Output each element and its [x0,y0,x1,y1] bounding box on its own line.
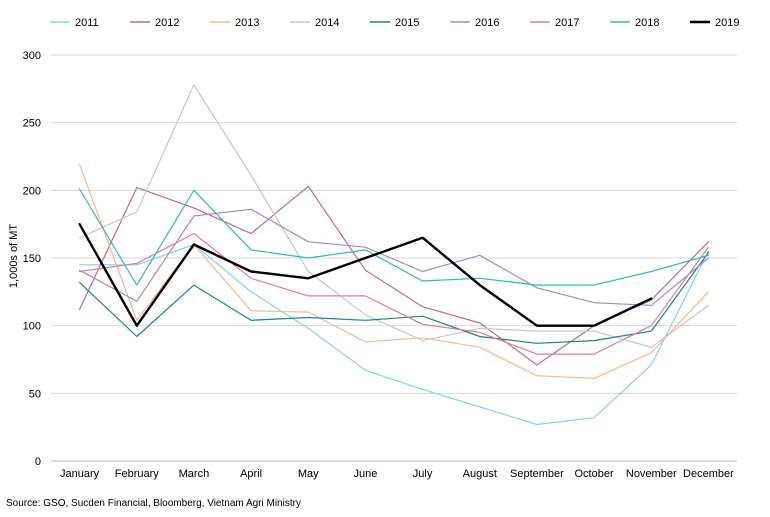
legend-item-2017: 2017 [530,17,579,29]
x-tick-label: June [353,468,377,480]
legend-item-2016: 2016 [450,17,499,29]
source-note: Source: GSO, Sucden Financial, Bloomberg… [6,498,301,509]
x-tick-label: March [179,468,210,480]
x-tick-label: October [575,468,614,480]
x-tick-label: January [60,468,100,480]
y-axis-title: 1,000s of MT [8,224,20,288]
x-tick-label: December [683,468,734,480]
legend-item-2012: 2012 [130,17,179,29]
legend-label: 2019 [715,17,739,29]
series-line-2017 [78,233,710,355]
series-line-2011 [78,243,710,426]
legend-label: 2013 [235,17,259,29]
axes: 0 50 100 150 200 250 300 January February March Ap… [23,50,737,480]
y-tick-label: 150 [23,253,41,265]
legend-label: 2017 [555,17,579,29]
x-tick-label: November [626,468,677,480]
legend-item-2018: 2018 [610,17,659,29]
legend-label: 2012 [155,17,179,29]
y-tick-label: 250 [23,118,41,130]
legend-item-2019: 2019 [690,17,739,29]
x-tick-label: August [463,468,497,480]
legend-item-2013: 2013 [210,17,259,29]
x-tick-label: July [413,468,433,480]
y-tick-label: 0 [35,456,41,468]
legend-label: 2016 [475,17,499,29]
y-tick-label: 300 [23,50,41,62]
x-tick-label: May [298,468,319,480]
y-tick-label: 100 [23,321,41,333]
series-line-2015 [78,252,710,344]
legend-item-2014: 2014 [290,17,339,29]
y-tick-label: 200 [23,185,41,197]
legend-item-2011: 2011 [50,17,99,29]
legend-label: 2011 [75,17,99,29]
series-line-2018 [78,188,710,286]
series-line-2014 [78,84,710,348]
series-lines [78,84,710,426]
x-tick-label: September [510,468,564,480]
series-line-2016 [78,208,710,306]
legend-label: 2015 [395,17,419,29]
legend-item-2015: 2015 [370,17,419,29]
x-tick-label: February [115,468,160,480]
series-line-2019 [78,222,653,327]
y-tick-label: 50 [29,388,41,400]
x-tick-label: April [240,468,262,480]
legend: 2011 2012 2013 2014 2015 2016 2017 2018 2019 [50,17,739,29]
series-line-2012 [78,185,710,366]
legend-label: 2018 [635,17,659,29]
legend-label: 2014 [315,17,339,29]
